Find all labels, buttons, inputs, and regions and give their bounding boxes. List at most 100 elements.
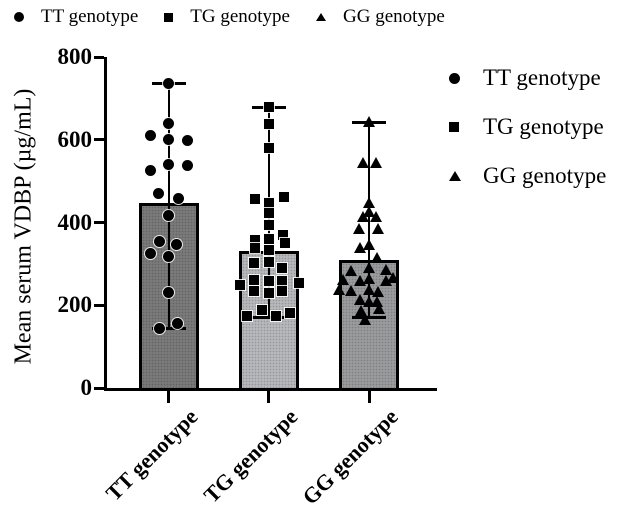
data-point <box>182 160 193 172</box>
data-point <box>145 129 156 141</box>
legend-item: TT genotype <box>14 3 138 31</box>
legend-label: TT genotype <box>41 6 139 27</box>
data-point <box>263 102 274 113</box>
data-point <box>332 283 345 295</box>
circle-marker-icon <box>14 12 24 22</box>
data-point <box>362 272 375 284</box>
y-tick <box>94 55 104 59</box>
data-point <box>277 229 288 240</box>
data-point <box>163 159 174 171</box>
data-point <box>379 274 392 286</box>
data-point <box>182 134 193 146</box>
data-point <box>234 280 245 291</box>
legend-label: GG genotype <box>343 6 445 27</box>
data-point <box>379 264 392 276</box>
data-point <box>386 271 399 283</box>
legend-marker-box <box>449 171 467 181</box>
error-bar-line <box>167 83 170 329</box>
data-point <box>353 274 366 286</box>
y-tick-label: 600 <box>57 126 93 152</box>
data-point <box>249 235 260 246</box>
y-tick <box>94 303 104 307</box>
data-point <box>163 117 174 129</box>
data-point <box>358 314 371 326</box>
data-point <box>248 258 259 269</box>
x-category-label: GG genotype <box>297 404 403 510</box>
data-point <box>353 242 366 254</box>
data-point <box>270 311 281 322</box>
data-point <box>163 251 174 263</box>
data-point <box>263 257 274 268</box>
data-point <box>362 262 375 273</box>
data-point <box>371 286 384 297</box>
x-tick <box>167 388 170 403</box>
data-point <box>344 264 357 276</box>
square-marker-icon <box>164 12 174 22</box>
data-point <box>263 198 274 209</box>
data-point <box>173 193 184 205</box>
data-point <box>369 156 382 168</box>
y-tick-label: 0 <box>80 375 93 400</box>
data-point <box>263 234 274 245</box>
data-point <box>279 238 290 249</box>
data-point <box>362 283 375 295</box>
data-point <box>263 219 274 230</box>
legend-item: GG genotype <box>449 158 606 194</box>
error-bar-cap <box>151 327 186 331</box>
data-point <box>171 239 182 251</box>
legend-label: GG genotype <box>483 163 607 188</box>
data-point <box>153 187 164 199</box>
circle-marker-icon <box>449 72 460 84</box>
legend-label: TG genotype <box>483 114 604 139</box>
data-point <box>278 191 289 202</box>
data-point <box>362 295 375 307</box>
data-point <box>154 322 165 334</box>
data-point <box>263 143 274 154</box>
data-point <box>276 286 287 297</box>
data-point <box>344 285 357 297</box>
y-tick <box>94 221 104 224</box>
data-point <box>145 247 156 259</box>
data-point <box>276 263 287 274</box>
data-point <box>163 209 174 221</box>
legend-top: TT genotype TG genotype GG genotype <box>14 3 471 31</box>
y-tick-label: 200 <box>57 292 93 318</box>
data-point <box>352 223 365 235</box>
legend-right: TT genotype TG genotype GG genotype <box>449 60 606 207</box>
x-category-label: TT genotype <box>100 404 203 506</box>
data-point <box>371 223 384 235</box>
legend-label: TT genotype <box>483 65 601 90</box>
data-point <box>263 276 274 287</box>
data-point <box>356 211 369 223</box>
data-point <box>163 133 174 145</box>
data-point <box>276 276 287 287</box>
y-tick-label: 400 <box>57 209 93 235</box>
error-bar-line <box>368 122 370 318</box>
data-point <box>369 211 382 223</box>
triangle-marker-icon <box>449 171 461 181</box>
data-point <box>263 245 274 256</box>
square-marker-icon <box>449 122 459 132</box>
data-point <box>370 295 383 307</box>
error-bar-cap <box>251 316 286 320</box>
x-category-label: TG genotype <box>198 404 303 508</box>
legend-marker-box <box>449 72 467 84</box>
data-point <box>154 236 165 248</box>
y-tick <box>94 386 104 390</box>
legend-item: TT genotype <box>449 60 606 96</box>
data-point <box>163 286 174 298</box>
data-point <box>249 193 260 204</box>
x-tick <box>367 388 371 403</box>
legend-label: TG genotype <box>190 6 290 27</box>
data-point <box>248 286 259 297</box>
data-point <box>354 305 367 317</box>
legend-item: TG genotype <box>449 109 606 145</box>
data-point <box>336 274 349 285</box>
data-point <box>356 156 369 168</box>
y-tick <box>94 138 104 142</box>
legend-marker-box <box>449 122 467 132</box>
data-point <box>263 288 274 299</box>
triangle-marker-icon <box>316 13 326 21</box>
data-point <box>256 305 267 316</box>
